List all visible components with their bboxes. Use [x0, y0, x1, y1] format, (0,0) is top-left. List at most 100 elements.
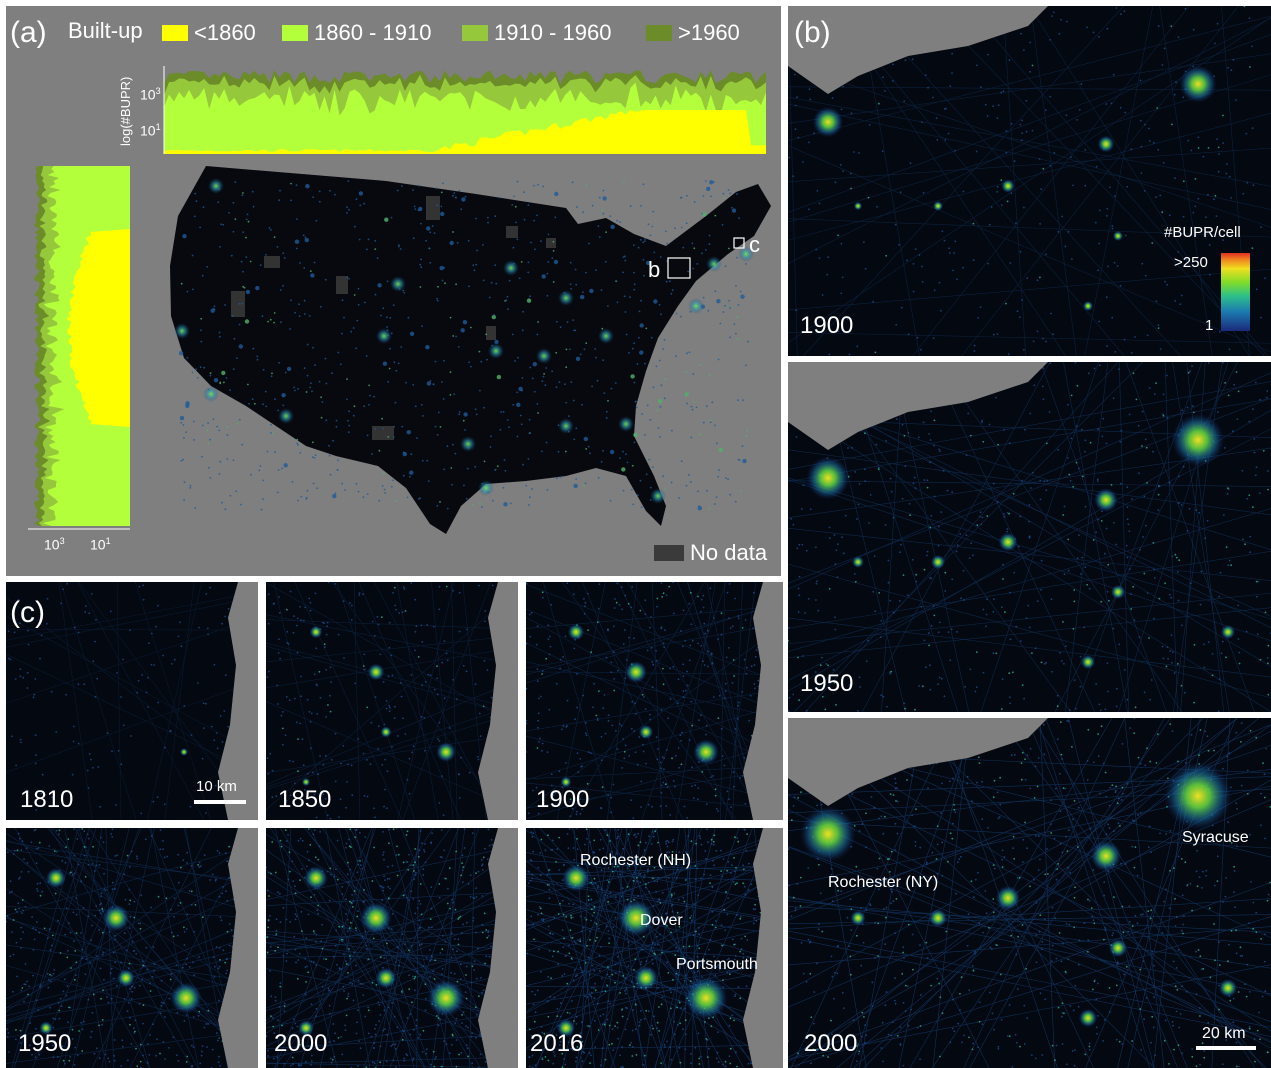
city-dot [265, 405, 268, 408]
city-dot [642, 183, 645, 186]
city-dot [716, 299, 721, 304]
city-dot [541, 450, 543, 453]
city-dot [180, 459, 183, 462]
city-dot [575, 283, 578, 286]
city-dot [382, 361, 388, 366]
city-dot [193, 439, 195, 441]
city-dot [213, 378, 219, 383]
city-dot [623, 180, 625, 183]
box-b [667, 257, 691, 279]
city-dot [269, 318, 272, 321]
city-dot [458, 189, 461, 192]
city-dot [248, 402, 250, 405]
city-dot [664, 230, 667, 233]
city-dot [460, 208, 463, 211]
city-dot [443, 359, 445, 362]
city-dot [242, 192, 244, 194]
city-dot [224, 304, 227, 306]
city-dot [521, 329, 524, 332]
city-dot [671, 289, 674, 292]
city-dot [638, 310, 641, 313]
city-dot [429, 380, 432, 382]
city-dot [553, 259, 559, 265]
city-dot [641, 413, 643, 415]
city-dot [636, 363, 639, 365]
city-dot [218, 331, 221, 334]
city-dot [490, 435, 492, 438]
city-dot [653, 299, 658, 304]
city-dot [193, 215, 196, 218]
city-dot [742, 399, 744, 402]
city-dot [740, 294, 745, 299]
city-dot [623, 295, 626, 298]
city-dot [358, 238, 361, 241]
city-dot [389, 317, 392, 319]
city-dot [514, 205, 517, 208]
city-dot [520, 261, 523, 263]
city-dot [546, 489, 549, 491]
city-dot [270, 229, 272, 231]
panel-a: (a) Built-up <1860 1860 - 1910 1910 - 19… [6, 6, 781, 576]
city-dot [511, 204, 514, 206]
city-dot [698, 363, 701, 366]
city-dot [318, 190, 321, 193]
city-glow [376, 328, 392, 344]
city-dot [675, 355, 677, 358]
city-dot [449, 394, 452, 396]
city-dot [439, 501, 441, 503]
city-dot [232, 459, 235, 462]
city-dot [574, 329, 577, 332]
city-glow [560, 776, 572, 788]
city-dot [440, 211, 445, 217]
city-glow [850, 910, 866, 926]
city-dot [737, 304, 740, 306]
city-dot [494, 468, 497, 471]
city-dot [449, 371, 452, 373]
city-dot [320, 416, 323, 419]
city-dot [402, 451, 407, 457]
city-dot [576, 206, 578, 209]
scale-bar [194, 800, 246, 804]
city-glow [375, 967, 397, 989]
city-dot [381, 417, 383, 420]
city-dot [463, 412, 468, 417]
city-glow [297, 1019, 315, 1037]
city-dot [373, 395, 375, 398]
city-dot [552, 240, 555, 243]
legend-item-1910-1960: 1910 - 1960 [462, 20, 611, 46]
city-dot [203, 366, 206, 369]
city-dot [715, 496, 718, 498]
city-dot [180, 282, 183, 285]
city-dot [299, 452, 302, 454]
city-dot [354, 225, 356, 228]
city-dot [350, 330, 353, 333]
city-dot [452, 194, 454, 197]
city-dot [622, 489, 625, 492]
city-dot [309, 386, 311, 389]
city-dot [693, 201, 696, 203]
city-dot [358, 191, 364, 196]
city-dot [724, 304, 726, 307]
city-dot [680, 196, 683, 199]
city-dot [436, 204, 439, 207]
city-dot [262, 368, 265, 371]
city-dot [363, 405, 366, 408]
city-dot [313, 457, 316, 459]
city-dot [659, 405, 662, 408]
box-c [733, 237, 745, 249]
city-dot [256, 358, 259, 361]
city-dot [341, 482, 343, 485]
city-dot [289, 328, 291, 330]
city-dot [543, 373, 545, 375]
city-dot [231, 314, 234, 317]
city-dot [207, 442, 210, 445]
city-dot [429, 231, 432, 234]
city-dot [714, 214, 717, 217]
city-dot [234, 181, 237, 184]
city-dot [605, 231, 607, 234]
city-glow [436, 742, 456, 762]
city-dot [276, 246, 279, 248]
city-dot [479, 502, 482, 505]
city-dot [480, 360, 483, 363]
city-dot [274, 451, 276, 454]
